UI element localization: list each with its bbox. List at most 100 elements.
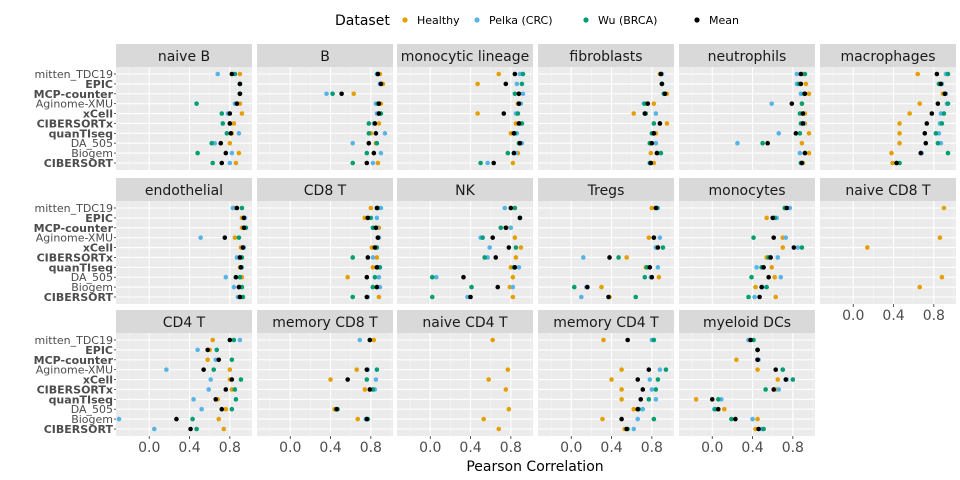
facet-title: monocytes <box>708 183 785 199</box>
point-wu-brca <box>209 140 215 146</box>
method-label: DA_505 <box>71 403 113 416</box>
point-mean <box>768 255 773 260</box>
point-wu-brca <box>236 235 242 240</box>
point-pelka-crc <box>775 255 781 260</box>
point-wu-brca <box>571 284 577 290</box>
point-pelka-crc <box>581 255 586 260</box>
point-mean <box>585 284 590 290</box>
point-wu-brca <box>480 235 485 240</box>
point-mean <box>493 255 499 260</box>
panel-background <box>397 333 533 436</box>
point-mean <box>755 357 760 363</box>
facet-cd8-t: CD8 T <box>257 178 393 304</box>
point-mean <box>219 406 225 412</box>
point-pelka-crc <box>649 387 655 392</box>
point-healthy <box>233 160 239 166</box>
point-healthy <box>351 91 357 97</box>
method-label: EPIC <box>85 78 113 91</box>
facet-naive-b: naive B <box>116 44 252 170</box>
point-mean <box>516 91 522 97</box>
point-pelka-crc <box>208 377 213 382</box>
point-mean <box>922 131 928 136</box>
point-wu-brca <box>764 284 769 290</box>
point-healthy <box>609 377 614 382</box>
point-healthy <box>371 337 377 343</box>
point-mean <box>367 337 373 343</box>
point-healthy <box>599 284 604 290</box>
point-mean <box>799 160 805 166</box>
point-mean <box>923 140 929 146</box>
point-pelka-crc <box>508 225 514 231</box>
point-pelka-crc <box>199 406 204 412</box>
point-mean <box>798 71 804 77</box>
point-wu-brca <box>715 397 721 402</box>
point-mean <box>376 101 382 106</box>
point-mean <box>372 121 378 126</box>
point-healthy <box>210 337 216 343</box>
method-label: DA_505 <box>71 137 113 150</box>
panel-background <box>116 333 252 436</box>
method-label: quanTIseq <box>49 393 113 406</box>
point-pelka-crc <box>350 140 356 146</box>
facet-strip <box>679 44 815 67</box>
point-mean <box>219 160 225 166</box>
point-healthy <box>227 140 233 146</box>
point-pelka-crc <box>653 111 659 116</box>
point-mean <box>364 160 370 166</box>
point-wu-brca <box>330 91 335 97</box>
point-pelka-crc <box>433 274 439 280</box>
point-mean <box>227 337 233 343</box>
point-pelka-crc <box>520 91 526 97</box>
panel-background <box>679 201 815 304</box>
method-label: CIBERSORTx <box>37 117 113 130</box>
point-healthy <box>506 406 512 412</box>
point-mean <box>216 357 222 363</box>
point-pelka-crc <box>635 416 641 422</box>
point-healthy <box>624 255 629 260</box>
point-pelka-crc <box>579 294 584 300</box>
facet-title: naive B <box>158 49 210 65</box>
point-mean <box>378 81 384 87</box>
point-wu-brca <box>350 160 356 166</box>
point-healthy <box>619 367 624 372</box>
method-label: MCP-counter <box>34 222 114 235</box>
point-pelka-crc <box>231 284 237 290</box>
point-healthy <box>496 71 502 77</box>
point-pelka-crc <box>195 347 200 353</box>
facet-title: CD8 T <box>304 183 347 199</box>
point-wu-brca <box>232 387 238 392</box>
point-mean <box>511 131 517 136</box>
point-mean <box>662 91 668 97</box>
point-healthy <box>354 367 360 372</box>
point-healthy <box>915 71 921 77</box>
point-mean <box>757 294 762 300</box>
point-mean <box>365 215 371 221</box>
point-pelka-crc <box>164 367 169 372</box>
point-healthy <box>328 377 333 382</box>
facet-strip <box>257 44 393 67</box>
point-pelka-crc <box>797 150 803 156</box>
point-healthy <box>505 367 511 372</box>
point-mean <box>229 377 235 382</box>
point-mean <box>733 416 738 422</box>
method-label: CIBERSORT <box>44 291 114 304</box>
method-label: Biogem <box>71 281 113 294</box>
facet-naive-cd4-t: naive CD4 T <box>397 310 533 436</box>
point-pelka-crc <box>223 274 229 280</box>
point-wu-brca <box>941 111 947 116</box>
point-wu-brca <box>350 255 356 260</box>
x-tick-label: 0.8 <box>219 440 241 456</box>
facet-title: Tregs <box>587 183 625 199</box>
facet-strip <box>257 310 393 333</box>
method-label: CIBERSORTx <box>37 383 113 396</box>
point-wu-brca <box>797 131 803 136</box>
point-mean <box>894 160 899 166</box>
point-healthy <box>764 215 769 221</box>
facet-title: monocytic lineage <box>401 49 530 65</box>
point-wu-brca <box>633 294 639 300</box>
point-mean <box>237 81 243 87</box>
point-healthy <box>355 416 361 422</box>
facet-title: neutrophils <box>708 49 787 65</box>
point-healthy <box>649 205 655 211</box>
point-mean <box>222 235 228 240</box>
